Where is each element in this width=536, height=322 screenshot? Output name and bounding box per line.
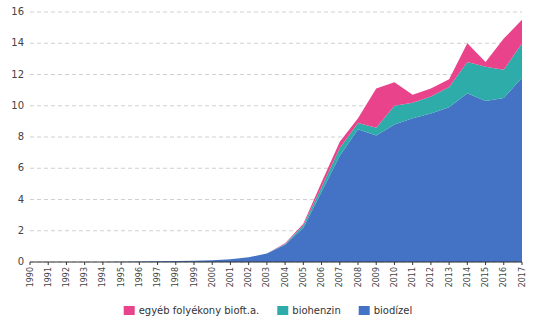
grid-line [30,43,522,44]
x-tick [248,262,249,265]
x-tick-label: 2011 [408,267,417,287]
legend-swatch [124,306,135,315]
x-tick-label: 2001 [226,267,235,287]
x-tick-label: 2006 [317,267,326,287]
x-tick-label: 1994 [98,267,107,287]
x-tick-label: 1995 [117,267,126,287]
legend: egyéb folyékony bioft.a. biohenzin biodíze… [124,305,413,316]
x-tick-label: 2010 [390,267,399,287]
x-tick [139,262,140,265]
y-tick-label: 12 [11,69,24,80]
x-tick [430,262,431,265]
x-tick [339,262,340,265]
x-tick-label: 2014 [463,267,472,287]
y-tick-label: 2 [18,225,24,236]
y-tick-label: 14 [11,37,24,48]
x-tick [230,262,231,265]
y-tick-label: 0 [18,256,24,267]
legend-swatch [359,306,370,315]
grid [30,12,522,262]
x-tick-label: 2017 [518,267,527,287]
y-tick-label: 4 [18,194,24,205]
x-tick-label: 2009 [372,267,381,287]
x-tick [157,262,158,265]
y-tick-label: 16 [11,6,24,17]
x-tick [467,262,468,265]
x-tick-label: 2012 [426,267,435,287]
x-tick-label: 2004 [281,267,290,287]
legend-label: biodízel [374,305,413,316]
grid-line [30,262,522,263]
x-tick [48,262,49,265]
area [30,20,522,262]
x-tick-label: 2015 [481,267,490,287]
x-tick [285,262,286,265]
legend-label: egyéb folyékony bioft.a. [139,305,260,316]
x-tick-label: 1993 [80,267,89,287]
x-tick-label: 2005 [299,267,308,287]
y-tick-label: 8 [18,131,24,142]
x-tick [66,262,67,265]
x-axis-line [30,262,522,263]
chart: 0 2 4 6 8 10 12 14 16 1990 1991 1992 1993 1994 1995 199… [0,0,536,322]
x-tick [485,262,486,265]
x-tick [394,262,395,265]
x-tick [266,262,267,265]
x-tick-label: 1990 [26,267,35,287]
x-tick-label: 1991 [44,267,53,287]
x-tick [175,262,176,265]
x-tick-label: 2002 [244,267,253,287]
legend-item: biodízel [359,305,413,316]
legend-item: biohenzin [277,305,340,316]
x-tick [102,262,103,265]
x-tick-label: 2007 [335,267,344,287]
legend-swatch [277,306,288,315]
areas [30,20,522,262]
y-tick-label: 6 [18,162,24,173]
x-tick-label: 1998 [171,267,180,287]
x-tick [449,262,450,265]
x-tick [376,262,377,265]
x-tick [321,262,322,265]
x-tick-label: 1999 [190,267,199,287]
grid-line [30,74,522,75]
x-tick-label: 2008 [354,267,363,287]
x-tick [30,262,31,265]
grid-line [30,12,522,13]
x-tick [303,262,304,265]
x-tick [503,262,504,265]
x-tick-label: 2013 [445,267,454,287]
x-tick [84,262,85,265]
x-tick [412,262,413,265]
y-tick-label: 10 [11,100,24,111]
x-tick-label: 2016 [499,267,508,287]
legend-label: biohenzin [292,305,340,316]
x-tick [194,262,195,265]
x-tick [522,262,523,265]
x-tick-label: 2003 [262,267,271,287]
x-tick-label: 2000 [208,267,217,287]
x-tick [212,262,213,265]
x-tick [121,262,122,265]
area [30,43,522,262]
x-tick-label: 1997 [153,267,162,287]
x-tick [358,262,359,265]
x-tick-label: 1996 [135,267,144,287]
x-tick-label: 1992 [62,267,71,287]
legend-item: egyéb folyékony bioft.a. [124,305,260,316]
